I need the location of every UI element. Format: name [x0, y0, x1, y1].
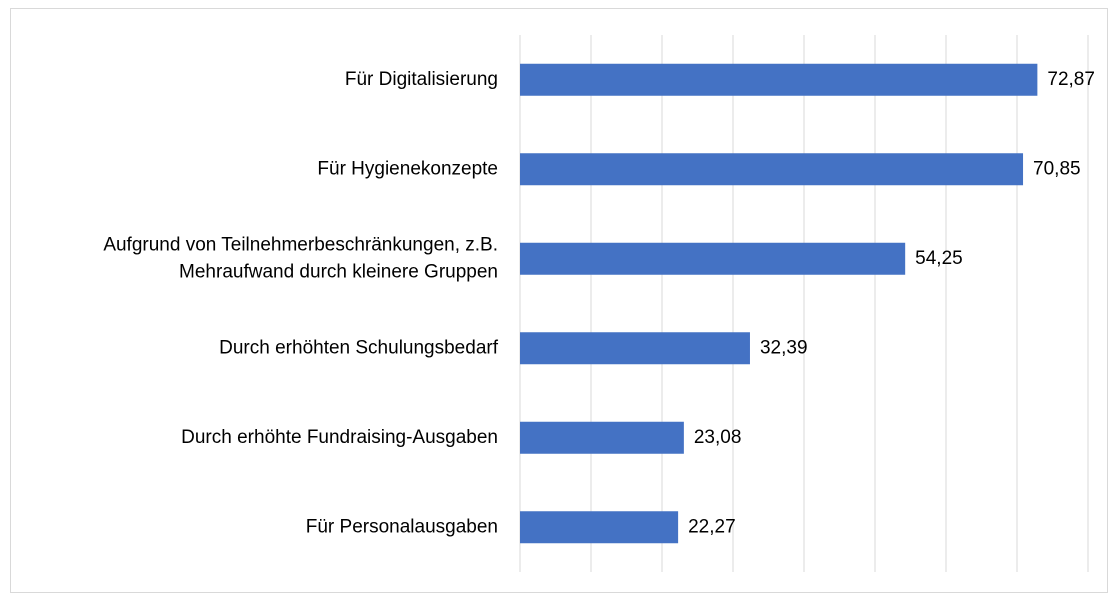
category-label: Für Personalausgaben	[306, 516, 498, 537]
category-label: Für Hygienekonzepte	[317, 158, 498, 179]
chart-border	[10, 8, 1108, 593]
bar	[520, 242, 906, 275]
value-label: 70,85	[1033, 158, 1081, 179]
category-label: Durch erhöhte Fundraising-Ausgaben	[181, 427, 498, 448]
value-label: 22,27	[688, 516, 736, 537]
value-label: 32,39	[760, 337, 808, 358]
bar	[520, 511, 679, 544]
category-label: Aufgrund von Teilnehmerbeschränkungen, z…	[103, 234, 498, 282]
bar	[520, 332, 750, 365]
value-label: 23,08	[694, 427, 742, 448]
value-label: 54,25	[915, 248, 963, 269]
category-label: Für Digitalisierung	[345, 69, 498, 90]
bar	[520, 153, 1024, 186]
category-label: Durch erhöhten Schulungsbedarf	[219, 337, 499, 358]
value-label: 72,87	[1047, 69, 1095, 90]
bar	[520, 421, 684, 454]
bar	[520, 63, 1038, 96]
